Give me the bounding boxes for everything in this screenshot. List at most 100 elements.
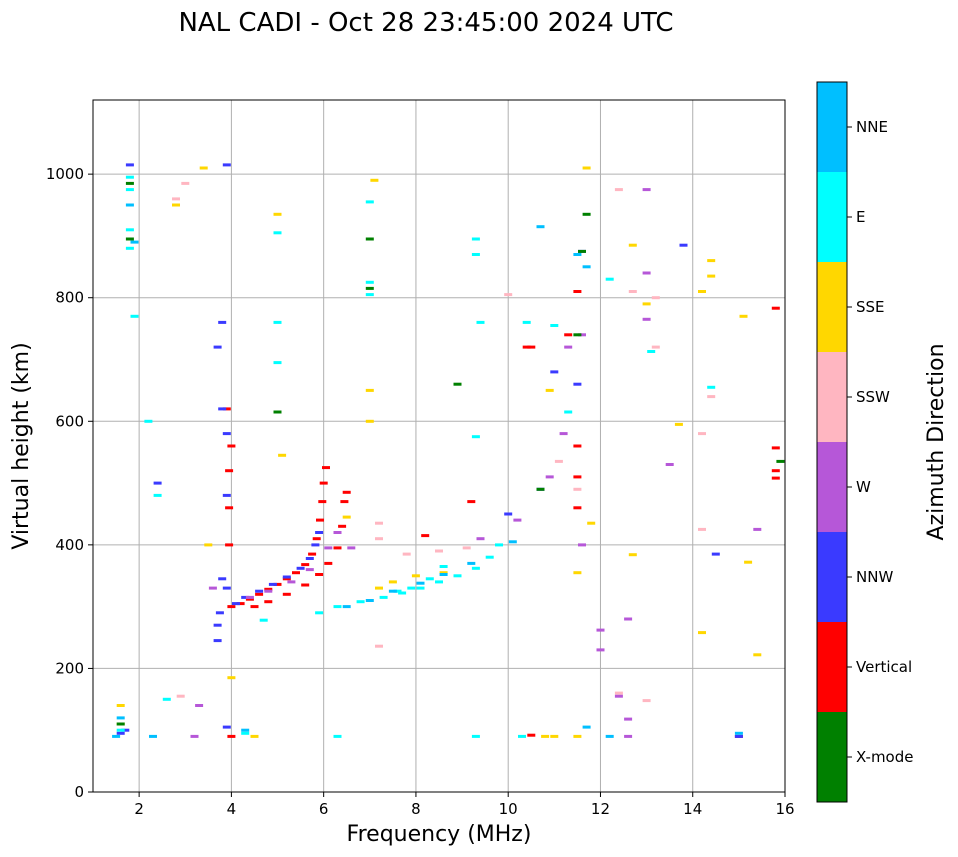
echo-mark	[559, 432, 568, 436]
colorbar-tick-label: X-mode	[856, 748, 913, 766]
echo-mark	[614, 694, 623, 698]
echo-mark	[771, 476, 780, 480]
echo-mark	[582, 265, 591, 269]
colorbar-swatch	[817, 82, 847, 172]
echo-mark	[112, 734, 121, 738]
echo-mark	[213, 639, 222, 643]
echo-mark	[227, 444, 236, 448]
echo-mark	[439, 565, 448, 568]
echo-mark	[225, 469, 234, 473]
x-tick-label: 16	[775, 800, 794, 818]
colorbar-swatch	[817, 532, 847, 622]
echo-mark	[195, 704, 204, 707]
echo-mark	[578, 543, 586, 547]
echo-mark	[402, 552, 411, 556]
echo-mark	[453, 574, 462, 578]
echo-mark	[342, 515, 351, 519]
colorbar-tick-label: Vertical	[856, 658, 912, 676]
echo-mark	[573, 253, 582, 256]
echo-mark	[199, 166, 208, 170]
echo-mark	[642, 271, 651, 275]
echo-mark	[315, 573, 324, 576]
echo-mark	[125, 188, 134, 192]
colorbar-label: Azimuth Direction	[924, 343, 949, 540]
echo-mark	[467, 500, 476, 504]
colorbar-tick-label: NNW	[856, 568, 893, 586]
echo-mark	[116, 722, 125, 726]
echo-mark	[698, 432, 706, 436]
echo-mark	[435, 580, 443, 584]
echo-mark	[439, 571, 448, 575]
echo-mark	[435, 549, 443, 553]
echo-mark	[213, 345, 222, 349]
echo-mark	[222, 432, 231, 436]
echo-mark	[744, 560, 753, 564]
echo-mark	[587, 521, 596, 525]
echo-mark	[273, 361, 282, 365]
echo-mark	[416, 581, 425, 585]
echo-mark	[707, 385, 716, 389]
echo-mark	[573, 382, 582, 386]
colorbar-tick-label: E	[856, 208, 865, 226]
echo-mark	[739, 314, 748, 318]
echo-mark	[545, 475, 554, 479]
echo-mark	[213, 623, 222, 627]
echo-mark	[582, 212, 591, 216]
echo-mark	[439, 573, 448, 576]
echo-mark	[250, 734, 259, 738]
echo-mark	[282, 577, 291, 581]
echo-mark	[550, 734, 559, 738]
y-axis: 0 200 400 600 800 1000	[46, 165, 93, 801]
echo-mark	[485, 555, 494, 559]
echo-mark	[125, 203, 134, 207]
echo-mark	[642, 317, 651, 321]
echo-mark	[255, 592, 264, 596]
echo-mark	[624, 617, 633, 621]
echo-mark	[545, 388, 554, 392]
echo-marks	[112, 163, 785, 738]
echo-mark	[318, 500, 327, 504]
echo-mark	[268, 582, 277, 586]
echo-mark	[222, 163, 231, 167]
echo-mark	[564, 410, 573, 414]
echo-mark	[698, 527, 706, 531]
echo-mark	[282, 575, 291, 579]
y-axis-label: Virtual height (km)	[9, 342, 34, 549]
series-sse	[116, 166, 762, 738]
echo-mark	[301, 583, 310, 587]
colorbar-tick-label: NNE	[856, 118, 888, 136]
colorbar-swatch	[817, 352, 847, 442]
echo-mark	[236, 602, 245, 606]
echo-mark	[536, 225, 545, 229]
x-tick-label: 8	[411, 800, 421, 818]
echo-mark	[651, 345, 660, 349]
echo-mark	[333, 605, 342, 609]
series-nne	[112, 203, 743, 738]
echo-mark	[305, 568, 314, 572]
echo-mark	[225, 506, 234, 510]
echo-mark	[273, 582, 282, 586]
echo-mark	[172, 203, 180, 207]
echo-mark	[301, 563, 310, 567]
echo-mark	[554, 459, 563, 463]
echo-mark	[227, 676, 236, 680]
echo-mark	[771, 469, 780, 473]
echo-mark	[241, 728, 250, 732]
echo-mark	[342, 605, 351, 609]
echo-mark	[582, 166, 591, 170]
x-axis-label: Frequency (MHz)	[347, 822, 532, 847]
echo-mark	[642, 302, 651, 306]
echo-mark	[241, 595, 250, 599]
echo-mark	[453, 382, 462, 386]
echo-mark	[338, 524, 347, 528]
x-tick-label: 10	[499, 800, 518, 818]
echo-mark	[471, 253, 480, 256]
echo-mark	[495, 543, 503, 547]
echo-mark	[130, 314, 139, 318]
echo-mark	[342, 490, 351, 494]
colorbar-swatch	[817, 442, 847, 532]
echo-mark	[375, 537, 383, 541]
echo-mark	[370, 178, 379, 182]
echo-mark	[504, 293, 513, 297]
x-tick-label: 14	[683, 800, 702, 818]
